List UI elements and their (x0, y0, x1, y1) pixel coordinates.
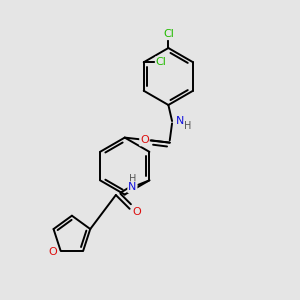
Text: Cl: Cl (156, 57, 167, 67)
Text: N: N (176, 116, 184, 126)
Text: Cl: Cl (163, 29, 174, 39)
Text: O: O (140, 135, 149, 146)
Text: O: O (132, 208, 141, 218)
Text: O: O (48, 247, 57, 256)
Text: N: N (128, 182, 136, 192)
Text: H: H (184, 121, 192, 131)
Text: H: H (129, 174, 136, 184)
